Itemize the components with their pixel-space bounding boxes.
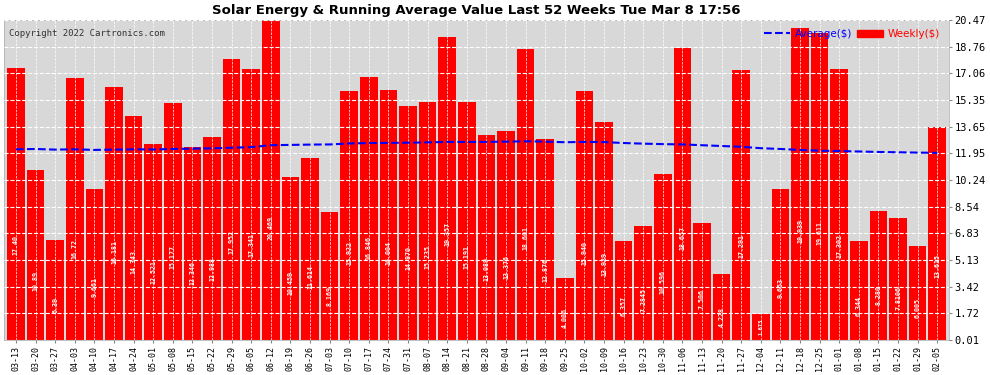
Text: 17.302: 17.302 — [837, 234, 842, 258]
Bar — [281, 177, 299, 340]
Text: 19.611: 19.611 — [817, 221, 823, 245]
Text: 14.343: 14.343 — [131, 250, 137, 274]
Bar — [458, 102, 475, 340]
Bar — [301, 159, 319, 340]
Text: 6.005: 6.005 — [915, 297, 921, 318]
Bar — [595, 122, 613, 340]
Title: Solar Energy & Running Average Value Last 52 Weeks Tue Mar 8 17:56: Solar Energy & Running Average Value Las… — [212, 4, 741, 17]
Bar — [321, 213, 339, 340]
Text: 10.459: 10.459 — [287, 271, 293, 295]
Bar — [145, 144, 162, 340]
Text: 13.089: 13.089 — [483, 256, 489, 280]
Text: 6.344: 6.344 — [855, 296, 862, 316]
Bar — [164, 103, 181, 340]
Bar — [811, 33, 829, 340]
Text: 20.469: 20.469 — [267, 216, 274, 240]
Text: 19.357: 19.357 — [445, 222, 450, 246]
Bar — [791, 28, 809, 340]
Text: 17.40: 17.40 — [13, 235, 19, 255]
Bar — [831, 69, 848, 341]
Text: 10.89: 10.89 — [33, 271, 39, 291]
Text: 8.280: 8.280 — [875, 285, 881, 305]
Bar — [85, 189, 103, 340]
Text: Copyright 2022 Cartronics.com: Copyright 2022 Cartronics.com — [9, 29, 164, 38]
Text: 15.177: 15.177 — [169, 245, 176, 269]
Bar — [262, 20, 279, 340]
Text: 9.653: 9.653 — [777, 278, 783, 297]
Bar — [733, 69, 750, 341]
Bar — [713, 274, 731, 340]
Bar — [575, 91, 593, 340]
Text: 1.673: 1.673 — [758, 319, 763, 336]
Text: 16.004: 16.004 — [385, 241, 391, 265]
Text: 7.8106: 7.8106 — [895, 286, 901, 310]
Bar — [537, 139, 554, 340]
Text: 8.169: 8.169 — [327, 286, 333, 306]
Text: 13.376: 13.376 — [503, 255, 509, 279]
Text: 13.929: 13.929 — [601, 252, 607, 276]
Bar — [517, 49, 535, 340]
Text: 12.876: 12.876 — [543, 258, 548, 282]
Bar — [399, 106, 417, 340]
Bar — [477, 135, 495, 340]
Text: 15.922: 15.922 — [346, 241, 352, 265]
Text: 6.39: 6.39 — [52, 297, 58, 314]
Text: 19.939: 19.939 — [797, 219, 803, 243]
Bar — [635, 226, 652, 340]
Bar — [889, 218, 907, 340]
Bar — [771, 189, 789, 340]
Text: 17.952: 17.952 — [229, 230, 235, 254]
Bar — [105, 87, 123, 340]
Text: 12.988: 12.988 — [209, 257, 215, 281]
Bar — [929, 127, 946, 340]
Bar — [654, 174, 671, 340]
Text: 16.72: 16.72 — [71, 239, 78, 259]
Bar — [693, 223, 711, 340]
Bar — [7, 68, 25, 341]
Text: 18.601: 18.601 — [523, 226, 529, 251]
Text: 7.506: 7.506 — [699, 289, 705, 309]
Bar — [439, 37, 456, 340]
Text: 12.346: 12.346 — [189, 261, 195, 285]
Text: 11.614: 11.614 — [307, 265, 313, 289]
Text: 9.661: 9.661 — [91, 278, 97, 297]
Text: 13.615: 13.615 — [935, 254, 940, 278]
Bar — [223, 59, 241, 340]
Bar — [419, 102, 437, 340]
Bar — [183, 147, 201, 340]
Bar — [869, 211, 887, 340]
Bar — [850, 241, 867, 340]
Bar — [27, 170, 45, 340]
Text: 16.846: 16.846 — [365, 236, 372, 260]
Text: 15.191: 15.191 — [463, 245, 470, 269]
Bar — [752, 314, 769, 340]
Bar — [125, 116, 143, 340]
Text: 12.521: 12.521 — [150, 260, 156, 284]
Bar — [203, 137, 221, 340]
Bar — [379, 90, 397, 340]
Text: 14.970: 14.970 — [405, 246, 411, 270]
Bar — [556, 278, 573, 340]
Bar — [47, 240, 64, 340]
Bar — [615, 241, 633, 340]
Legend: Average($), Weekly($): Average($), Weekly($) — [760, 25, 943, 43]
Text: 17.341: 17.341 — [248, 233, 254, 257]
Bar — [673, 48, 691, 340]
Text: 16.181: 16.181 — [111, 240, 117, 264]
Text: 4.228: 4.228 — [719, 307, 725, 327]
Bar — [66, 78, 83, 340]
Text: 18.657: 18.657 — [679, 226, 685, 250]
Text: 17.291: 17.291 — [739, 234, 744, 258]
Bar — [360, 76, 377, 340]
Bar — [341, 91, 358, 340]
Text: 15.940: 15.940 — [581, 241, 587, 265]
Bar — [909, 246, 927, 340]
Text: 4.006: 4.006 — [561, 309, 568, 328]
Text: 7.2845: 7.2845 — [641, 288, 646, 312]
Bar — [497, 131, 515, 340]
Text: 6.357: 6.357 — [621, 296, 627, 316]
Bar — [243, 69, 260, 341]
Text: 15.235: 15.235 — [425, 245, 431, 269]
Text: 10.596: 10.596 — [659, 270, 666, 294]
